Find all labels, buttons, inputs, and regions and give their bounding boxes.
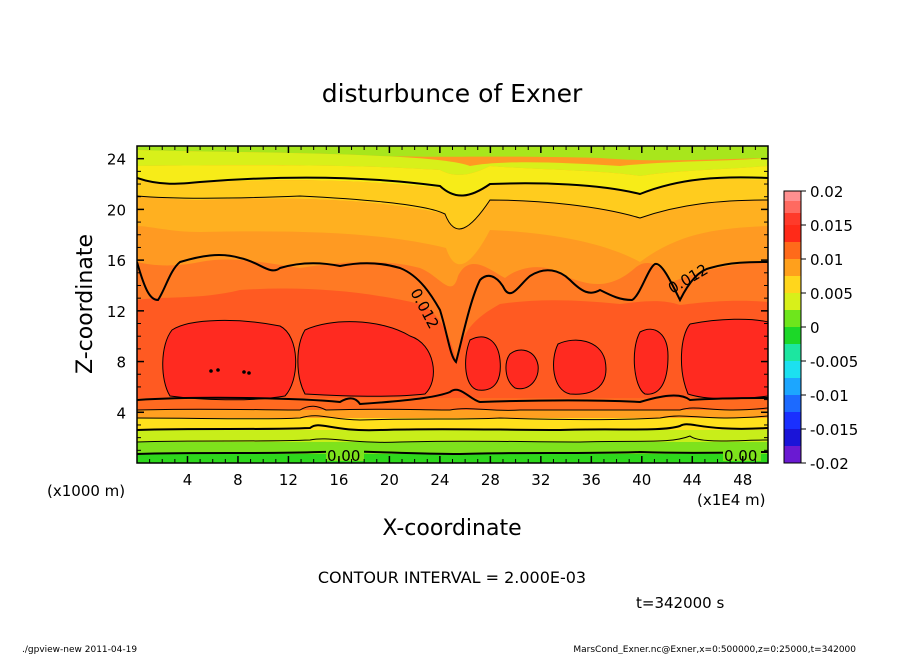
band-orange	[137, 196, 768, 265]
x-axis-label: X-coordinate	[382, 516, 521, 541]
x-tick-label: 40	[632, 471, 651, 489]
band-lower-yellowgreen	[137, 430, 768, 442]
contour-line	[137, 450, 768, 456]
colorbar-tick-label: -0.005	[810, 353, 858, 371]
y-axis: 4 8 12 16 20 24	[107, 151, 768, 451]
x-tick-label: 12	[279, 471, 298, 489]
time-label: t=342000 s	[636, 594, 724, 612]
x-tick-label: 32	[531, 471, 550, 489]
contour-line	[137, 435, 768, 443]
footer-right: MarsCond_Exner.nc@Exner,x=0:500000,z=0:2…	[573, 645, 856, 654]
contour-line	[137, 254, 768, 364]
contour-line	[137, 388, 768, 406]
y-tick-label: 4	[116, 404, 126, 422]
contour-fill	[137, 146, 768, 463]
contour-line	[137, 405, 768, 411]
contour-label: 0.00	[724, 447, 757, 465]
band-top-yellowgreen	[137, 150, 768, 176]
x-tick-label: 16	[329, 471, 348, 489]
x-axis: 4 8 12 16 20 24 28 32 36 40 44 48	[149, 146, 756, 489]
band-top-green	[137, 146, 768, 161]
red-cell	[634, 329, 668, 395]
x-tick-label: 44	[683, 471, 702, 489]
x-tick-label: 36	[582, 471, 601, 489]
contour-line	[137, 176, 768, 197]
red-cell	[553, 340, 606, 395]
colorbar-tick-label: 0.01	[810, 251, 843, 269]
x-tick-label: 48	[733, 471, 752, 489]
colorbar-tick-label: 0	[810, 319, 820, 337]
contour-line	[553, 339, 607, 395]
red-cell	[465, 336, 501, 391]
x-tick-label: 28	[481, 471, 500, 489]
y-tick-label: 20	[107, 201, 126, 219]
contour-line	[465, 336, 501, 391]
x-tick-label: 8	[233, 471, 243, 489]
red-cell	[681, 319, 768, 399]
x-unit-note: (x1E4 m)	[697, 491, 766, 509]
colorbar-tick-label: 0.02	[810, 183, 843, 201]
contour-interval: CONTOUR INTERVAL = 2.000E-03	[318, 568, 586, 587]
colorbar-tick-label: 0.005	[810, 285, 853, 303]
contour-line	[137, 415, 768, 421]
colorbar-tick-label: -0.01	[810, 387, 849, 405]
y-axis-label: Z-coordinate	[73, 234, 98, 374]
colorbar-tick-label: -0.02	[810, 455, 849, 473]
y-tick-label: 24	[107, 151, 126, 169]
contour-line	[297, 321, 434, 397]
contour-dots	[209, 368, 251, 375]
y-tick-label: 12	[107, 303, 126, 321]
contour-line	[505, 349, 539, 390]
y-unit-note: (x1000 m)	[47, 482, 125, 500]
contour-line	[633, 328, 669, 395]
footer-left: ./gpview-new 2011-04-19	[22, 645, 137, 654]
red-cell	[505, 349, 539, 389]
contour-lines	[137, 176, 768, 456]
colorbar-tick-label: 0.015	[810, 217, 853, 235]
contour-line	[137, 423, 768, 432]
y-tick-label: 8	[116, 354, 126, 372]
contour-label: 0.00	[327, 447, 360, 465]
contour-line	[137, 195, 768, 230]
red-cell	[162, 320, 296, 400]
colorbar: 0.02 0.015 0.01 0.005 0 -0.005 -0.01 -0.015 -0.0…	[783, 183, 858, 473]
y-tick-label: 16	[107, 252, 126, 270]
x-tick-label: 24	[430, 471, 449, 489]
contour-line	[162, 319, 297, 401]
x-tick-label: 20	[380, 471, 399, 489]
chart-title: disturbunce of Exner	[322, 79, 583, 108]
band-lower-yellow	[137, 418, 768, 430]
band-light-orange	[137, 178, 768, 229]
x-tick-label: 4	[183, 471, 193, 489]
colorbar-tick-label: -0.015	[810, 421, 858, 439]
red-cell	[297, 321, 434, 397]
band-lower-green	[137, 442, 768, 454]
band-bottom-green	[137, 454, 768, 463]
band-lower-orange	[137, 410, 768, 418]
